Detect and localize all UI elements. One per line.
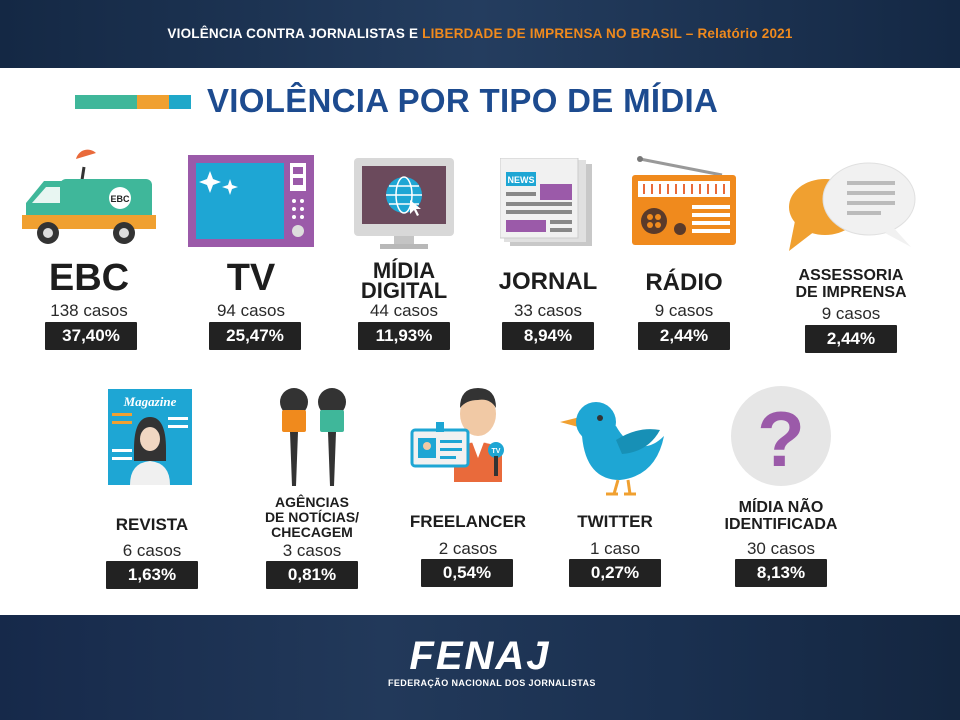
media-label: REVISTA <box>115 515 189 534</box>
media-item-radio: RÁDIO 9 casos 2,44% <box>630 155 738 353</box>
media-item-freelancer: TV FREELANCER 2 casos 0,54% <box>404 378 532 590</box>
case-count: 3 casos <box>282 541 342 560</box>
percentage-badge: 0,81% <box>266 561 358 589</box>
case-count: 9 casos <box>821 304 881 323</box>
logo-subtitle: FEDERAÇÃO NACIONAL DOS JORNALISTAS <box>388 678 596 688</box>
media-label-line-1: AGÊNCIAS <box>275 494 349 510</box>
reporter-icon: TV <box>410 388 504 482</box>
magazine-icon: Magazine <box>108 389 192 485</box>
percentage-badge: 1,63% <box>106 561 198 589</box>
microphones-icon <box>280 388 346 486</box>
media-label: FREELANCER <box>409 512 527 531</box>
percentage-badge: 2,44% <box>805 325 897 353</box>
percentage-badge: 0,54% <box>421 559 513 587</box>
media-label-line-2: IDENTIFICADA <box>724 516 838 533</box>
media-label: JORNAL <box>498 268 598 295</box>
percentage-badge: 8,13% <box>735 559 827 587</box>
speech-bubbles-icon <box>789 162 916 251</box>
page-title: VIOLÊNCIA POR TIPO DE MÍDIA <box>207 82 719 119</box>
media-item-revista: Magazine REVISTA 6 casos 1,63% <box>104 389 200 589</box>
media-item-jornal: NEWS JORNAL 33 casos 8,94% <box>494 158 602 353</box>
percentage-badge: 11,93% <box>358 322 450 350</box>
header-part-1: VIOLÊNCIA CONTRA JORNALISTAS E <box>167 26 423 41</box>
case-count: 6 casos <box>122 541 182 560</box>
case-count: 9 casos <box>654 301 714 320</box>
case-count: 44 casos <box>369 301 439 320</box>
media-label-line-1: ASSESSORIA <box>798 267 904 284</box>
media-label: EBC <box>48 257 130 299</box>
case-count: 30 casos <box>746 539 816 558</box>
case-count: 94 casos <box>216 301 286 320</box>
question-icon: ? <box>731 386 831 486</box>
radio-icon <box>632 156 736 245</box>
media-item-tv: TV 94 casos 25,47% <box>188 155 314 355</box>
media-item-agencias: AGÊNCIAS DE NOTÍCIAS/ CHECAGEM 3 casos 0… <box>258 386 366 590</box>
media-item-ebc: EBC EBC 138 casos 37,40% <box>20 145 158 355</box>
fenaj-logo: FENAJ FEDERAÇÃO NACIONAL DOS JORNALISTAS <box>388 634 596 688</box>
title-bar-orange <box>137 95 169 109</box>
media-item-nao-identificada: ? MÍDIA NÃO IDENTIFICADA 30 casos 8,13% <box>715 384 847 590</box>
media-label-line-2: DE IMPRENSA <box>795 284 907 301</box>
header-band <box>0 0 960 68</box>
header-part-2: LIBERDADE DE IMPRENSA NO BRASIL – Relató… <box>422 26 793 41</box>
media-label: TV <box>226 257 276 299</box>
media-label-line-1: MÍDIA <box>372 258 436 283</box>
percentage-badge: 0,27% <box>569 559 661 587</box>
news-label: NEWS <box>508 175 535 185</box>
media-label-line-2: DIGITAL <box>360 278 448 303</box>
footer-band <box>0 615 960 720</box>
media-label-line-3: CHECAGEM <box>271 524 353 540</box>
percentage-badge: 37,40% <box>45 322 137 350</box>
van-icon: EBC <box>22 149 156 244</box>
percentage-badge: 25,47% <box>209 322 301 350</box>
case-count: 33 casos <box>513 301 583 320</box>
case-count: 1 caso <box>589 539 641 558</box>
media-label: RÁDIO <box>645 269 723 296</box>
media-item-digital: MÍDIA DIGITAL 44 casos 11,93% <box>352 158 456 353</box>
bird-icon <box>560 402 664 496</box>
newspaper-icon: NEWS <box>500 158 592 246</box>
logo-word: FENAJ <box>409 634 551 678</box>
percentage-badge: 8,94% <box>502 322 594 350</box>
report-header: VIOLÊNCIA CONTRA JORNALISTAS E LIBERDADE… <box>0 26 960 41</box>
monitor-globe-icon <box>354 158 454 249</box>
case-count: 138 casos <box>50 301 128 320</box>
magazine-title: Magazine <box>123 394 177 409</box>
media-label: TWITTER <box>577 512 653 531</box>
media-label-line-1: MÍDIA NÃO <box>738 499 824 516</box>
tv-icon <box>188 155 314 247</box>
title-bar-teal <box>75 95 137 109</box>
title-bar-blue <box>169 95 191 109</box>
percentage-badge: 2,44% <box>638 322 730 350</box>
content-panel <box>0 68 960 615</box>
case-count: 2 casos <box>438 539 498 558</box>
question-mark: ? <box>757 395 805 483</box>
media-item-assessoria: ASSESSORIA DE IMPRENSA 9 casos 2,44% <box>785 155 917 355</box>
media-label-line-2: DE NOTÍCIAS/ <box>264 509 360 525</box>
media-item-twitter: TWITTER 1 caso 0,27% <box>556 396 674 590</box>
van-label: EBC <box>110 194 130 204</box>
mic-label: TV <box>492 448 501 455</box>
